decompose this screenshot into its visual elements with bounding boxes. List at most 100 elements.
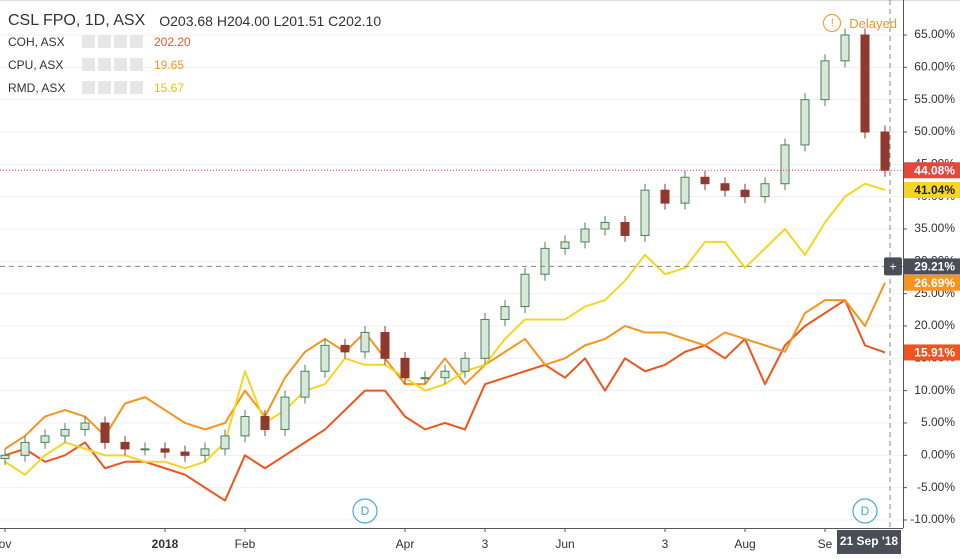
y-tick-label: 65.00% [914, 27, 955, 41]
candle-body [280, 396, 290, 430]
crosshair-button [884, 257, 902, 276]
candle-body [880, 131, 890, 171]
y-tick-label: 20.00% [914, 318, 955, 332]
legend-name: CPU, ASX [8, 57, 64, 72]
y-tick-label: 60.00% [914, 59, 955, 73]
legend-icon [98, 58, 111, 71]
ohlc-value: O203.68 [159, 13, 213, 29]
y-tick-label: -10.00% [910, 512, 955, 526]
crosshair-date-bg [837, 530, 901, 554]
candle-body [320, 344, 330, 372]
candle-body [680, 176, 690, 204]
legend-icon [82, 58, 95, 71]
y-tick-label: -5.00% [917, 480, 955, 494]
candle-body [660, 189, 670, 204]
legend-name: RMD, ASX [8, 80, 66, 95]
legend-price: 19.65 [154, 57, 185, 72]
candle-body [420, 377, 430, 380]
legend-price: 202.20 [154, 34, 191, 49]
x-tick-label: Feb [235, 537, 256, 551]
candle-body [820, 60, 830, 101]
x-tick-label: Apr [396, 537, 415, 551]
ohlc-value: L201.51 [273, 13, 325, 29]
legend: CSL FPO, 1D, ASX O203.68 H204.00 L201.51… [8, 12, 381, 99]
legend-icon [130, 35, 143, 48]
x-tick-label: 3 [482, 537, 489, 551]
crosshair-date: 21 Sep '18 [840, 534, 899, 548]
candle-body [0, 454, 10, 460]
status: ! Delayed [823, 14, 897, 32]
status-icon: ! [823, 14, 842, 32]
candle-body [220, 435, 230, 450]
candle-body [100, 422, 110, 443]
series-line [4, 299, 886, 502]
candle-body [120, 441, 130, 450]
legend-row: RMD, ASX 15.67 [8, 76, 381, 99]
last-value-badge-bg [904, 162, 960, 179]
candle-body [500, 306, 510, 321]
candle-body [780, 144, 790, 185]
candle-body [460, 357, 470, 372]
chart-title: CSL FPO, 1D, ASX [8, 12, 146, 29]
candle-body [600, 222, 610, 230]
crosshair-badge: 29.21% [914, 260, 955, 274]
x-tick-label: Jun [555, 537, 574, 551]
legend-icon [82, 35, 95, 48]
candle-body [80, 422, 90, 430]
legend-row: COH, ASX 202.20 [8, 30, 381, 53]
ohlc: O203.68 H204.00 L201.51 C202.10 [159, 13, 381, 29]
candle-body [260, 416, 270, 430]
last-value-badge: 41.04% [914, 183, 955, 197]
x-tick-label: 3 [662, 537, 669, 551]
candle-body [620, 222, 630, 236]
y-tick-label: 50.00% [914, 124, 955, 138]
last-value-badge: 44.08% [914, 163, 955, 177]
candle-body [840, 34, 850, 62]
candle-body [480, 319, 490, 359]
legend-name: COH, ASX [8, 34, 65, 49]
legend-rows: COH, ASX 202.20 CPU, ASX 19.65 RMD, ASX 15.67 [8, 30, 381, 99]
candle-body [240, 416, 250, 437]
status-text: Delayed [849, 15, 897, 31]
ohlc-value: H204.00 [216, 13, 270, 29]
last-value-badge-bg [904, 181, 960, 198]
crosshair-badge-bg [904, 258, 960, 275]
dividend-marker [352, 498, 378, 524]
candle-body [760, 183, 770, 198]
legend-icon [82, 81, 95, 94]
candle-body [360, 331, 370, 353]
candle-body [40, 435, 50, 443]
legend-price: 15.67 [154, 80, 185, 95]
x-tick-label: Se [818, 537, 833, 551]
y-tick-label: 55.00% [914, 92, 955, 106]
y-tick-label: 5.00% [921, 415, 955, 429]
candle-body [740, 189, 750, 198]
legend-icon [130, 58, 143, 71]
candle-body [340, 344, 350, 353]
candle-body [520, 273, 530, 308]
legend-icon [114, 35, 127, 48]
last-value-badge: 26.69% [914, 276, 955, 290]
candle-body [720, 183, 730, 191]
legend-icon [98, 35, 111, 48]
candle-body [860, 34, 870, 133]
candle-body [540, 247, 550, 275]
last-value-badge-bg [904, 344, 960, 361]
candle-body [140, 448, 150, 451]
legend-icon [130, 81, 143, 94]
series-line [4, 182, 886, 476]
candle-body [800, 99, 810, 146]
candle-body [640, 189, 650, 236]
candle-body [160, 448, 170, 453]
x-tick-label: 2018 [152, 537, 179, 551]
dividend-label: D [861, 504, 870, 518]
legend-icon [98, 81, 111, 94]
last-value-badge-bg [904, 274, 960, 291]
candle-body [700, 176, 710, 185]
candle-body [580, 228, 590, 243]
y-tick-label: 0.00% [921, 447, 955, 461]
candle-body [400, 357, 410, 379]
ohlc-value: C202.10 [328, 13, 382, 29]
